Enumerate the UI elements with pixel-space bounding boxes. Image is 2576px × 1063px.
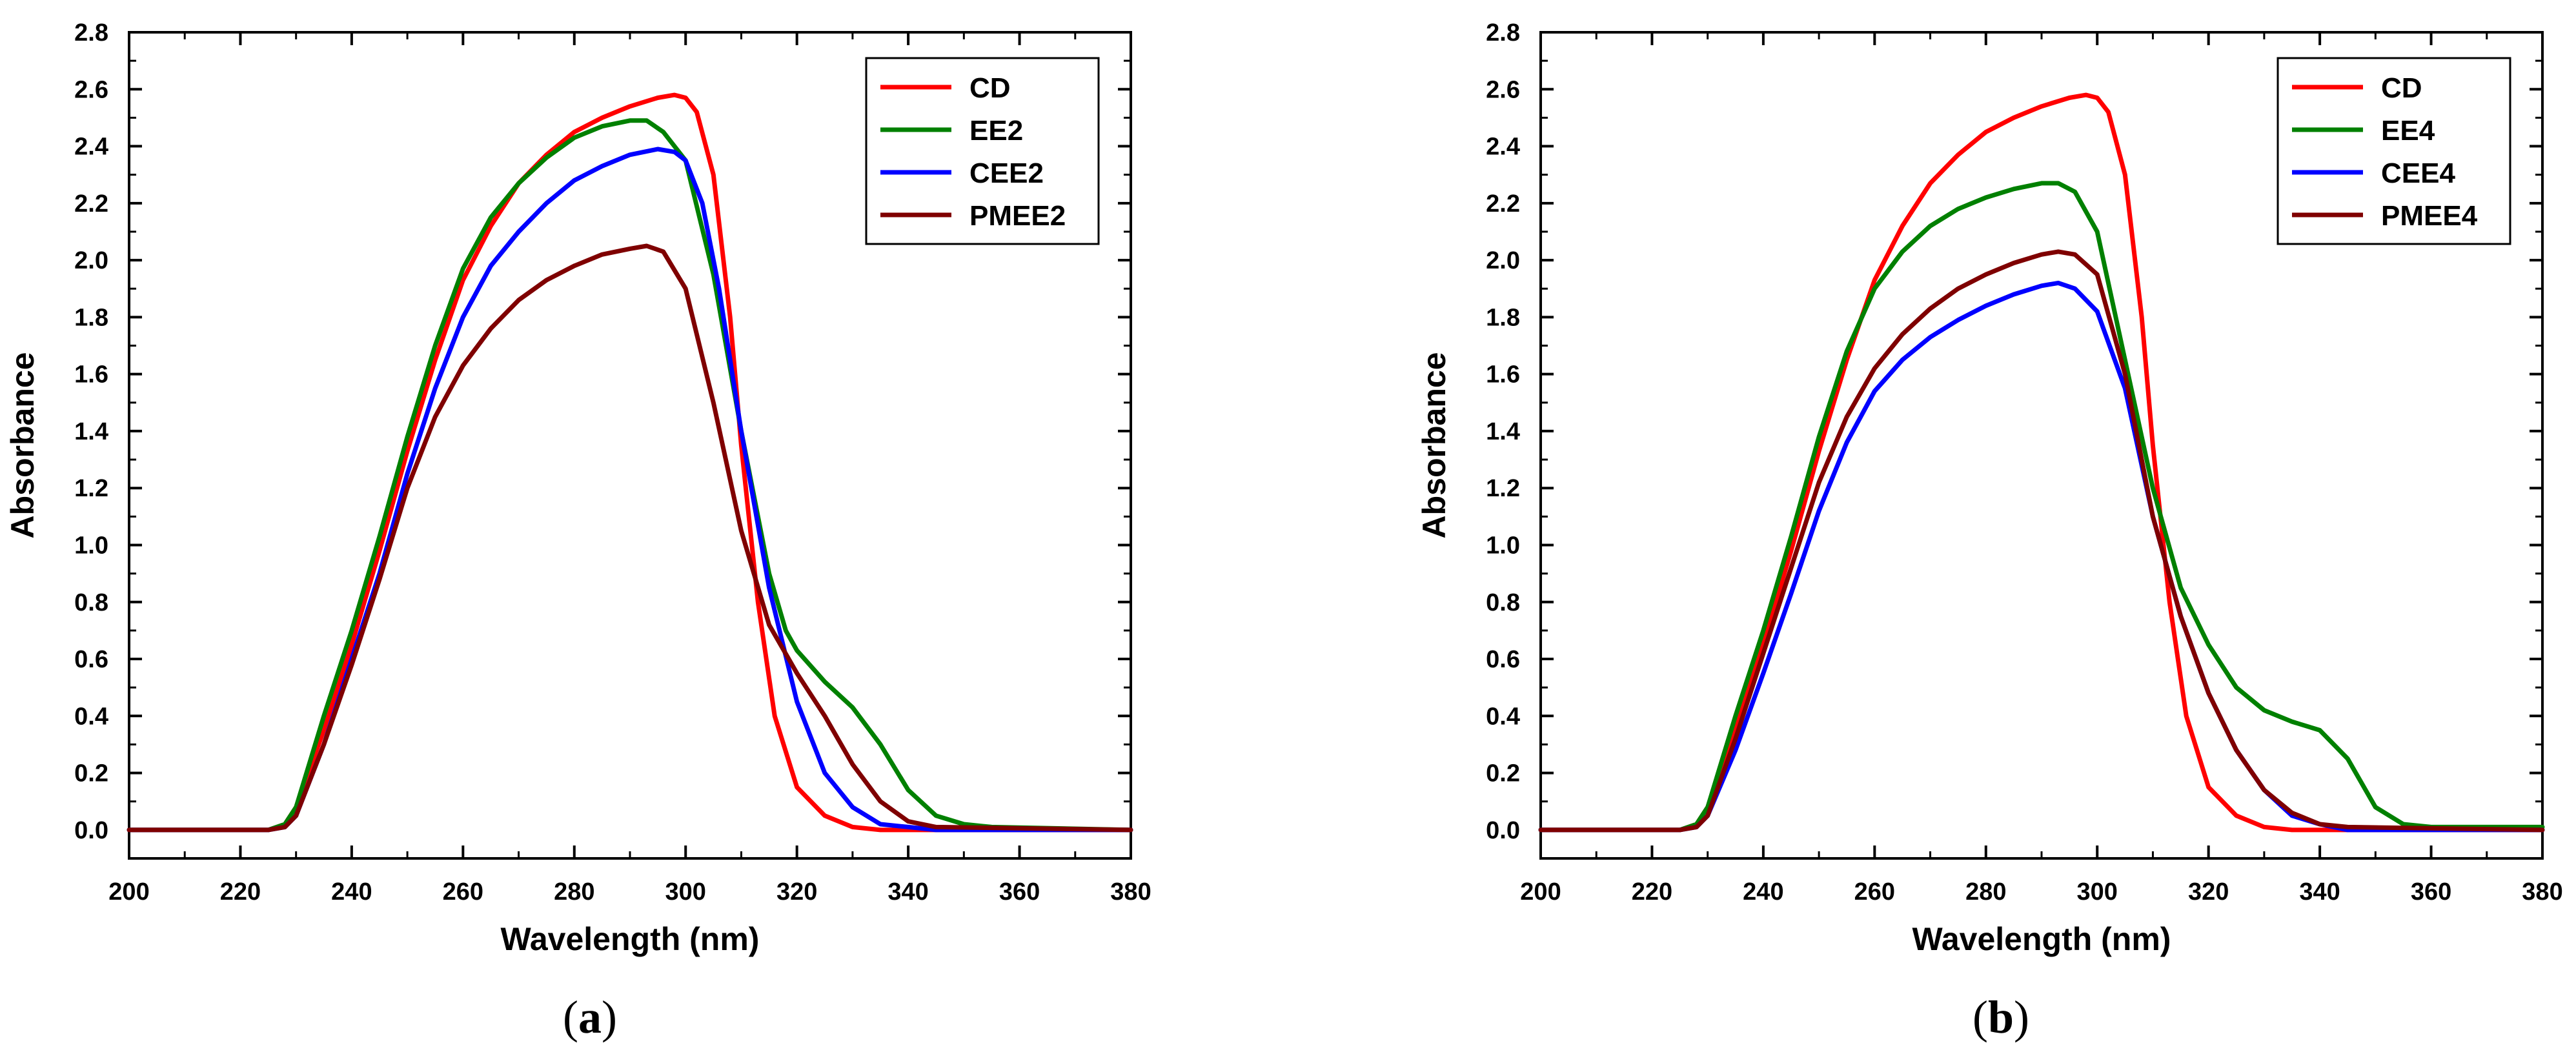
y-tick-label: 2.0 — [1486, 247, 1520, 274]
y-tick-label: 2.4 — [74, 134, 108, 161]
x-tick-label: 200 — [108, 878, 149, 906]
x-tick-label: 340 — [887, 878, 928, 906]
y-tick-label: 0.6 — [74, 646, 108, 673]
series-line-pmee2 — [127, 243, 1133, 833]
y-tick-label: 2.8 — [74, 19, 108, 46]
y-tick-label: 1.2 — [1486, 475, 1520, 502]
legend-label: EE2 — [969, 115, 1023, 147]
y-tick-label: 2.2 — [74, 190, 108, 218]
y-axis-title: Absorbance — [5, 352, 41, 539]
y-tick-label: 0.2 — [74, 760, 108, 787]
chart-panel-b: 200 220 240 260 280 300 320 340 360 380 0.0 0.2 0.4 0… — [1416, 19, 2563, 1043]
x-tick-label: 360 — [2411, 878, 2451, 906]
x-axis-title: Wavelength (nm) — [1912, 921, 2171, 957]
y-tick-label: 1.2 — [74, 475, 108, 502]
panel-caption: (a) — [563, 991, 617, 1043]
y-tick-label: 0.8 — [74, 589, 108, 616]
x-tick-label: 380 — [1110, 878, 1151, 906]
x-tick-label: 220 — [220, 878, 261, 906]
series-line-pmee4 — [1538, 249, 2545, 833]
x-tick-label: 300 — [2077, 878, 2118, 906]
y-tick-label: 2.8 — [1486, 19, 1520, 46]
x-axis-title: Wavelength (nm) — [501, 921, 760, 957]
x-tick-label: 240 — [331, 878, 372, 906]
y-tick-label: 1.8 — [74, 304, 108, 331]
y-axis-title: Absorbance — [1416, 352, 1452, 539]
legend-label: PMEE2 — [969, 200, 1066, 232]
chart-panel-a: 200 220 240 260 280 300 320 340 360 380 0.0 0.2 0.4 0… — [5, 19, 1151, 1043]
legend-label: CD — [969, 72, 1011, 104]
y-tick-label: 0.2 — [1486, 760, 1520, 787]
legend-label: CD — [2381, 72, 2422, 104]
y-tick-label: 2.6 — [74, 76, 108, 103]
y-tick-label: 0.0 — [74, 817, 108, 844]
series-line-cd — [127, 92, 1133, 833]
series-line-ee4 — [1538, 181, 2545, 833]
y-tick-label: 1.4 — [1486, 418, 1520, 445]
x-tick-label: 260 — [1854, 878, 1895, 906]
y-tick-label: 2.4 — [1486, 134, 1520, 161]
series-line-cee2 — [127, 147, 1133, 833]
panel-caption: (b) — [1973, 991, 2029, 1043]
x-tick-label: 340 — [2299, 878, 2340, 906]
y-tick-label: 0.8 — [1486, 589, 1520, 616]
legend-label: PMEE4 — [2381, 200, 2478, 232]
y-tick-label: 1.6 — [1486, 361, 1520, 389]
x-tick-label: 280 — [1965, 878, 2006, 906]
y-tick-label: 1.4 — [74, 418, 108, 445]
y-tick-label: 2.0 — [74, 247, 108, 274]
y-tick-label: 0.4 — [1486, 703, 1520, 730]
series-line-ee2 — [127, 118, 1133, 833]
y-tick-label: 2.6 — [1486, 76, 1520, 103]
legend-label: CEE2 — [969, 157, 1044, 189]
y-tick-label: 0.6 — [1486, 646, 1520, 673]
x-tick-label: 360 — [999, 878, 1040, 906]
legend-label: EE4 — [2381, 115, 2435, 147]
y-tick-label: 1.0 — [74, 532, 108, 559]
y-tick-label: 2.2 — [1486, 190, 1520, 218]
y-tick-label: 0.0 — [1486, 817, 1520, 844]
x-tick-label: 280 — [554, 878, 594, 906]
series-line-cd — [1538, 92, 2545, 833]
x-tick-label: 200 — [1520, 878, 1561, 906]
x-tick-label: 300 — [665, 878, 706, 906]
x-tick-label: 380 — [2522, 878, 2562, 906]
x-tick-label: 220 — [1632, 878, 1672, 906]
x-tick-label: 320 — [776, 878, 817, 906]
y-tick-label: 1.8 — [1486, 304, 1520, 331]
legend-label: CEE4 — [2381, 157, 2455, 189]
x-tick-label: 260 — [443, 878, 483, 906]
y-tick-label: 1.0 — [1486, 532, 1520, 559]
y-tick-label: 1.6 — [74, 361, 108, 389]
x-tick-label: 320 — [2188, 878, 2229, 906]
y-tick-label: 0.4 — [74, 703, 108, 730]
series-line-cee4 — [1538, 280, 2545, 833]
x-tick-label: 240 — [1743, 878, 1783, 906]
